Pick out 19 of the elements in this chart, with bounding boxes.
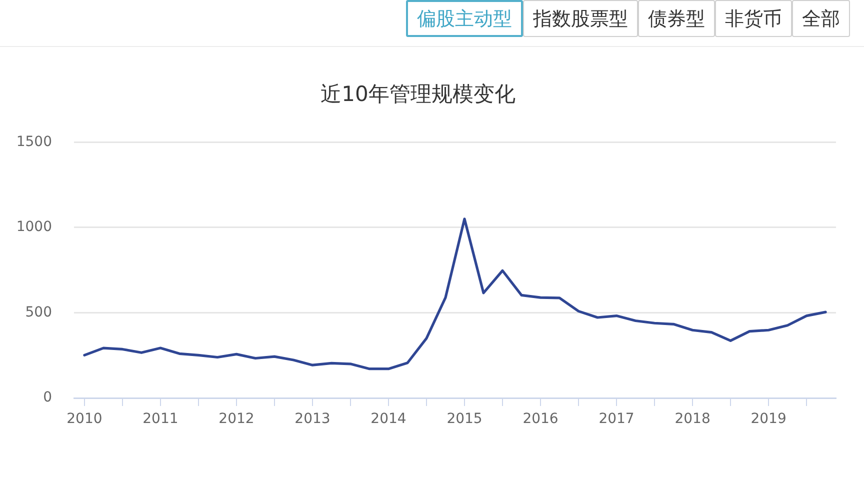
tab-button[interactable]: 债券型 bbox=[638, 0, 715, 37]
x-tick-label: 2010 bbox=[66, 411, 102, 428]
x-tick-label: 2019 bbox=[750, 411, 786, 428]
x-tick-label: 2011 bbox=[142, 411, 178, 428]
tab-button[interactable]: 全部 bbox=[792, 0, 850, 37]
x-tick-label: 2016 bbox=[522, 411, 558, 428]
chart-title: 近10年管理规模变化 bbox=[320, 82, 516, 106]
x-tick-label: 2017 bbox=[598, 411, 634, 428]
y-tick-label: 1500 bbox=[16, 134, 52, 150]
x-tick-label: 2014 bbox=[370, 411, 406, 428]
x-tick-label: 2018 bbox=[674, 411, 710, 428]
x-tick-label: 2015 bbox=[446, 411, 482, 428]
tab-button[interactable]: 指数股票型 bbox=[523, 0, 638, 37]
x-tick-label: 2012 bbox=[218, 411, 254, 428]
y-tick-label: 500 bbox=[25, 304, 52, 320]
tab-button[interactable]: 非货币 bbox=[715, 0, 792, 37]
x-tick-label: 2013 bbox=[294, 411, 330, 428]
y-tick-label: 1000 bbox=[16, 219, 52, 236]
y-tick-label: 0 bbox=[43, 390, 52, 406]
